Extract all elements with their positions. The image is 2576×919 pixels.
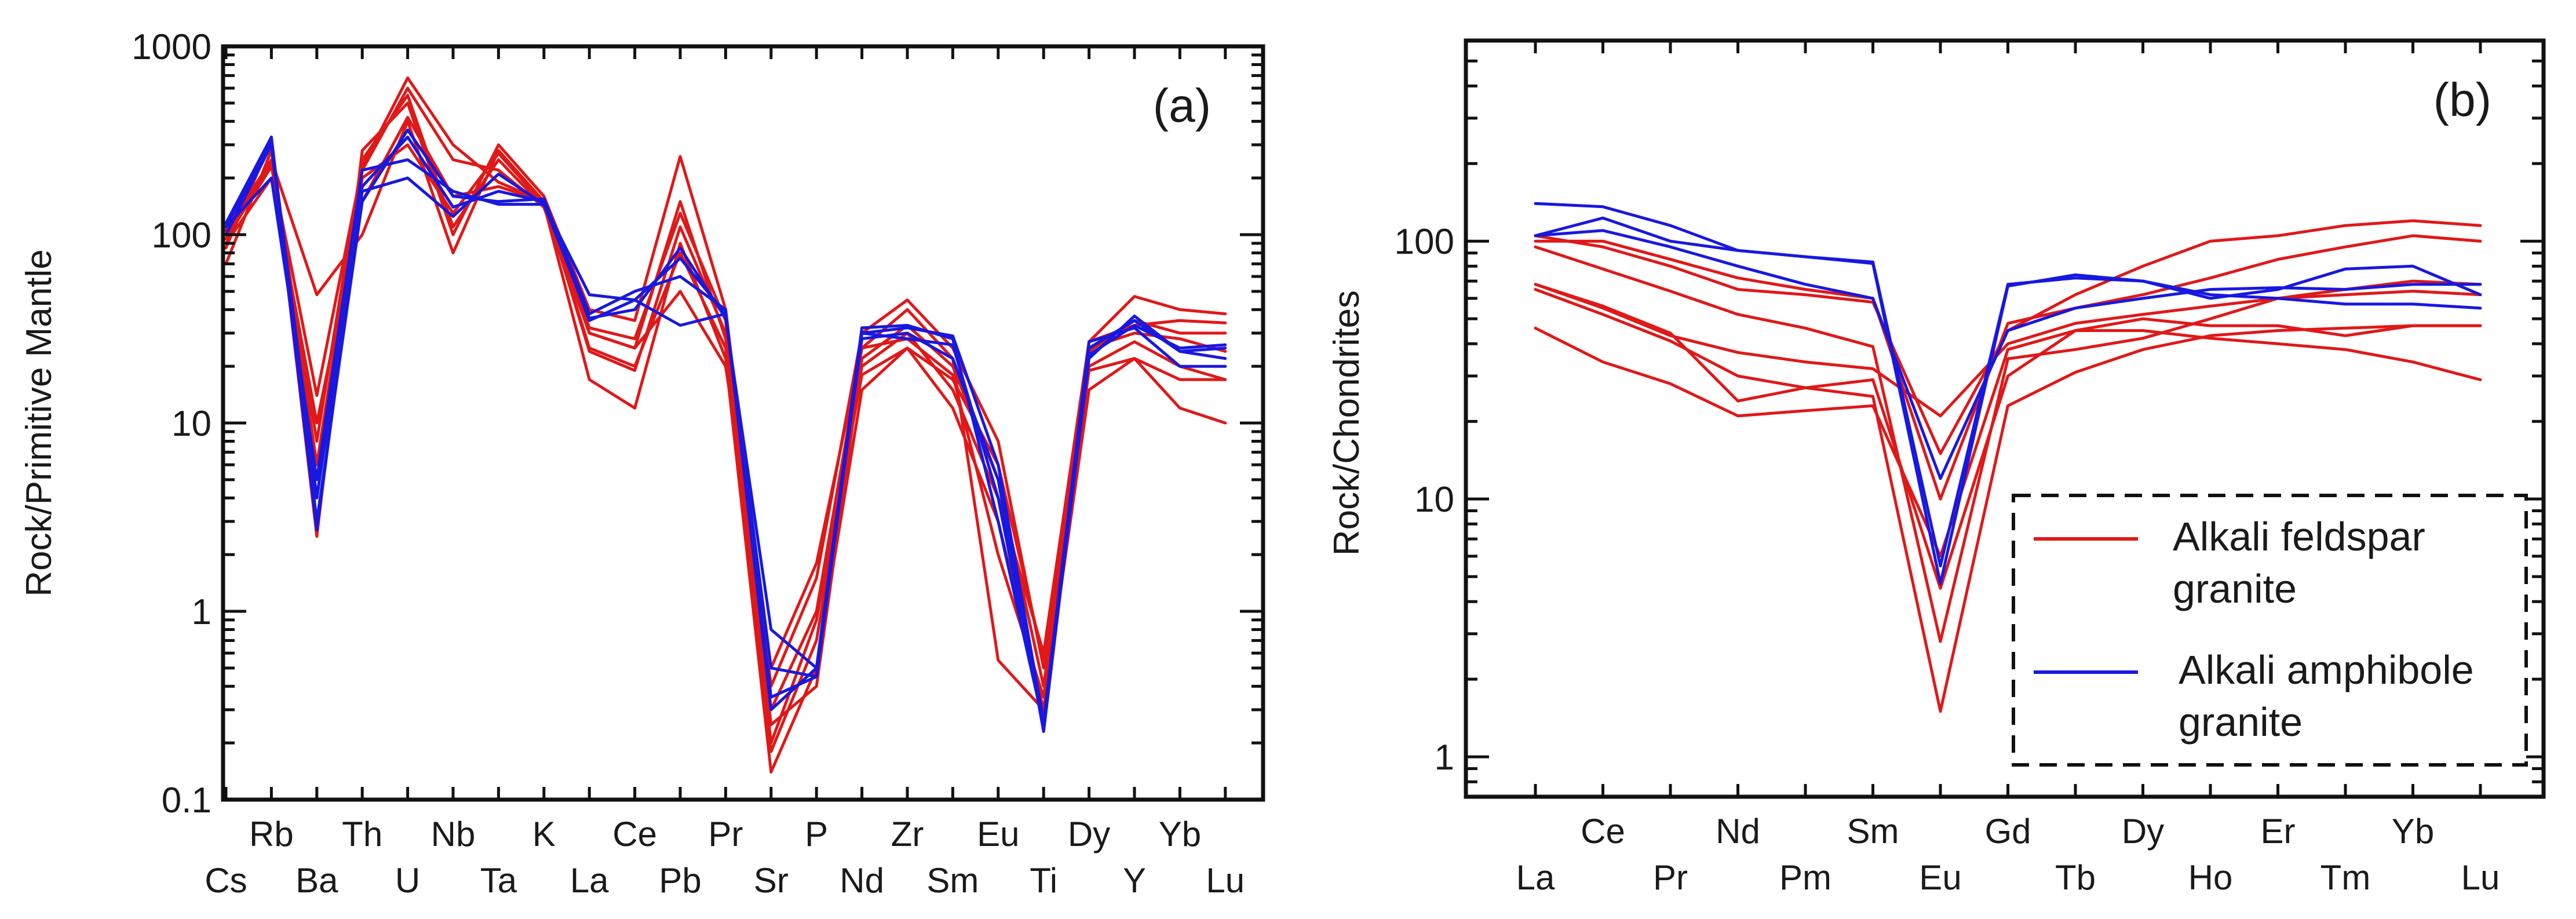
- b-series-feldspar-6: [1534, 283, 2482, 418]
- a-x-label-cs: Cs: [205, 861, 247, 900]
- b-x-label-er: Er: [2261, 812, 2296, 851]
- b-series-feldspar-4: [1534, 234, 2482, 501]
- b-series-feldspar-7: [1534, 283, 2482, 590]
- legend: Alkali feldspar granite Alkali amphibole…: [2012, 494, 2528, 767]
- a-series-feldspar-5: [224, 115, 1227, 712]
- legend-label-amphibole-line2: granite: [2179, 699, 2303, 745]
- panel-b-y-tick-labels: 1 10 100: [1395, 222, 1454, 778]
- b-x-label-nd: Nd: [1716, 812, 1760, 851]
- b-x-label-ho: Ho: [2188, 858, 2233, 897]
- panel-a-y-axis-title: Rock/Primitive Mantle: [19, 249, 59, 596]
- a-x-label-p: P: [805, 815, 828, 854]
- a-series-feldspar-3: [224, 101, 1227, 688]
- a-x-label-pr: Pr: [708, 815, 743, 854]
- a-x-label-ce: Ce: [612, 815, 657, 854]
- b-x-label-ce: Ce: [1581, 812, 1625, 851]
- a-x-label-nd: Nd: [840, 861, 884, 900]
- b-series-feldspar-2: [1534, 288, 2482, 713]
- b-x-label-la: La: [1516, 858, 1555, 897]
- b-x-label-tm: Tm: [2320, 858, 2371, 897]
- a-y-label-1: 1: [192, 592, 211, 632]
- panel-a-ticks: [223, 45, 1263, 801]
- b-x-label-sm: Sm: [1847, 812, 1899, 851]
- panel-a-series-group: [224, 76, 1227, 774]
- panel-a-frame: [221, 44, 1265, 802]
- a-x-label-rb: Rb: [249, 815, 294, 854]
- b-series-amphibole-10: [1534, 229, 2482, 480]
- b-series-amphibole-8: [1534, 202, 2482, 568]
- a-series-amphibole-11: [224, 140, 1227, 723]
- a-x-label-ba: Ba: [295, 861, 338, 900]
- a-x-label-th: Th: [342, 815, 382, 854]
- b-x-label-eu: Eu: [1919, 858, 1961, 897]
- a-y-label-10: 10: [172, 404, 211, 444]
- b-y-label-10: 10: [1414, 480, 1454, 520]
- a-series-feldspar-4: [224, 86, 1227, 727]
- b-x-label-gd: Gd: [1984, 812, 2031, 851]
- a-x-label-yb: Yb: [1159, 815, 1201, 854]
- b-x-label-pm: Pm: [1779, 858, 1831, 897]
- b-series-feldspar-1: [1534, 245, 2482, 643]
- a-x-label-nb: Nb: [431, 815, 476, 854]
- a-x-label-ti: Ti: [1030, 861, 1057, 900]
- b-x-label-lu: Lu: [2461, 858, 2500, 897]
- a-x-label-pb: Pb: [659, 861, 701, 900]
- a-y-label-0.1: 0.1: [162, 781, 211, 820]
- panel-b-ticks: [1466, 39, 2544, 798]
- a-y-label-100: 100: [152, 216, 211, 256]
- b-x-label-tb: Tb: [2055, 858, 2096, 897]
- panel-b-series-group: [1534, 202, 2482, 713]
- b-x-label-pr: Pr: [1653, 858, 1688, 897]
- panel-b-y-axis-title: Rock/Chondrites: [1327, 290, 1367, 556]
- legend-label-amphibole-line1: Alkali amphibole: [2179, 647, 2474, 692]
- a-x-label-eu: Eu: [977, 815, 1019, 854]
- panel-b-frame: [1464, 38, 2546, 799]
- b-series-amphibole-9: [1534, 216, 2482, 585]
- panel-b-ree-diagram: La Ce Pr Nd Pm Sm Eu Gd Tb Dy Ho Er Tm Yb Lu 1 10 100 (b…: [1327, 38, 2546, 897]
- panel-a-label: (a): [1153, 79, 1211, 132]
- panel-a-y-tick-labels: 0.1 1 10 100 1000: [132, 27, 211, 820]
- b-y-label-100: 100: [1395, 222, 1454, 262]
- a-x-label-lu: Lu: [1206, 861, 1245, 900]
- a-y-label-1000: 1000: [132, 27, 211, 67]
- a-x-label-ta: Ta: [480, 861, 517, 900]
- b-x-label-dy: Dy: [2122, 812, 2164, 851]
- panel-b-label: (b): [2433, 74, 2491, 126]
- a-x-label-dy: Dy: [1068, 815, 1110, 854]
- b-x-label-yb: Yb: [2392, 812, 2434, 851]
- a-x-label-u: U: [395, 861, 420, 900]
- panel-b-x-tick-labels: La Ce Pr Nd Pm Sm Eu Gd Tb Dy Ho Er Tm Yb Lu: [1516, 812, 2500, 897]
- a-x-label-sr: Sr: [754, 861, 789, 900]
- legend-label-feldspar-line1: Alkali feldspar: [2173, 514, 2425, 559]
- a-x-label-la: La: [570, 861, 609, 900]
- a-x-label-sm: Sm: [926, 861, 979, 900]
- a-x-label-zr: Zr: [891, 815, 924, 854]
- a-series-feldspar-7: [224, 93, 1227, 745]
- a-x-label-y: Y: [1123, 861, 1146, 900]
- b-series-feldspar-3: [1534, 326, 2482, 558]
- b-y-label-1: 1: [1435, 738, 1454, 778]
- a-x-label-k: K: [532, 815, 556, 854]
- a-series-feldspar-6: [224, 119, 1227, 712]
- legend-label-feldspar-line2: granite: [2173, 566, 2297, 611]
